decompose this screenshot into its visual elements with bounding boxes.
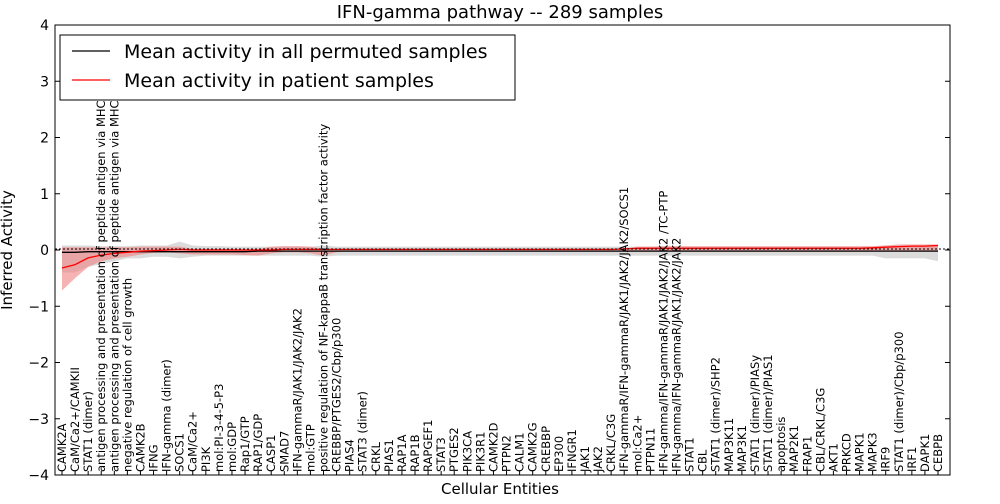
x-tick-label: AKT1 xyxy=(826,443,840,472)
plot-frame xyxy=(54,24,951,476)
x-tick-label: CAMK2D xyxy=(487,422,501,472)
x-tick-label: mol:GTP xyxy=(303,424,317,472)
x-tick-label: SMAD7 xyxy=(277,431,291,472)
x-tick-label: CASP1 xyxy=(264,435,278,472)
legend-label-permuted: Mean activity in all permuted samples xyxy=(124,41,487,63)
x-tick-label: STAT1 (dimer)/Cbp/p300 xyxy=(892,331,906,472)
x-tick-label: STAT1 (dimer) xyxy=(81,391,95,472)
x-tick-label: RAP1/GDP xyxy=(251,414,265,472)
x-tick-label: IFNG xyxy=(147,444,161,472)
x-tick-label: STAT3 (dimer) xyxy=(356,391,370,472)
legend-box xyxy=(59,34,516,101)
x-tick-label: MAPK3 xyxy=(866,432,880,472)
x-tick-label: antigen processing and presentation of p… xyxy=(107,58,121,472)
x-tick-label: DAPK1 xyxy=(918,434,932,472)
y-tick-label: 0 xyxy=(40,243,49,259)
chart-title: IFN-gamma pathway -- 289 samples xyxy=(337,2,664,23)
patient-confidence-band xyxy=(62,244,938,291)
x-tick-label: mol:Ca2+ xyxy=(630,415,644,472)
x-tick-label: FRAP1 xyxy=(800,436,814,472)
legend: Mean activity in all permuted samples Me… xyxy=(59,34,516,101)
x-tick-label: CREBBP/PTGES2/Cbp/p300 xyxy=(330,318,344,472)
x-tick-label: antigen processing and presentation of p… xyxy=(94,61,108,472)
x-tick-label: CRKL/C3G xyxy=(604,414,618,472)
x-tick-label: CaM/Ca2+/CAMKII xyxy=(68,367,82,472)
x-tick-label: CALM1 xyxy=(513,432,527,472)
x-tick-label: IRF9 xyxy=(879,447,893,472)
x-tick-label: IRF1 xyxy=(905,447,919,472)
x-tick-label: CBL xyxy=(696,449,710,472)
x-tick-label: MAP3K11 xyxy=(722,418,736,472)
x-tick-label: mol:GDP xyxy=(225,422,239,472)
x-tick-label: PTPN2 xyxy=(500,435,514,472)
x-tick-label: PI3K xyxy=(199,446,213,472)
y-tick-label: −3 xyxy=(28,412,49,428)
x-tick-label: STAT3 xyxy=(434,437,448,472)
x-tick-label: STAT1 (dimer)/SHP2 xyxy=(709,357,723,472)
x-tick-label: PIAS1 xyxy=(382,439,396,472)
x-tick-label: CREBBP xyxy=(539,426,553,472)
x-tick-label: JAK1 xyxy=(578,446,592,473)
x-tick-label: mol:PI-3-4-5-P3 xyxy=(212,384,226,472)
y-tick-label: −1 xyxy=(28,299,49,315)
x-tick-label: CRKL xyxy=(369,441,383,472)
x-tick-label: RAP1B xyxy=(408,434,422,472)
y-tick-label: 4 xyxy=(40,18,49,34)
x-tick-label: PTPN11 xyxy=(643,428,657,472)
x-tick-label: STAT1 (dimer)/PIASy xyxy=(748,355,762,472)
x-tick-label: negative regulation of cell growth xyxy=(120,278,134,472)
x-tick-label: CAMK2B xyxy=(133,423,147,472)
permuted-mean-line xyxy=(62,250,938,253)
x-tick-label: IFN-gammaR/JAK1/JAK2/JAK2 xyxy=(290,308,304,472)
x-tick-label: PIAS4 xyxy=(343,439,357,472)
x-tick-label: Rap1/GTP xyxy=(238,416,252,472)
x-tick-label: IFN-gamma/IFN-gammaR/JAK1/JAK2/JAK2 /TC-… xyxy=(656,191,670,472)
y-tick-label: 2 xyxy=(40,131,49,147)
x-tick-label: JAK2 xyxy=(591,446,605,473)
x-tick-label: MAP2K1 xyxy=(787,425,801,472)
x-tick-label: CaM/Ca2+ xyxy=(186,411,200,472)
x-tick-label: PIK3CA xyxy=(460,431,474,472)
x-tick-label: CAMK2G xyxy=(526,422,540,472)
x-tick-label: positive regulation of NF-kappaB transcr… xyxy=(317,124,331,472)
y-tick-label: −2 xyxy=(28,356,49,372)
y-tick-label: 3 xyxy=(40,74,49,90)
x-tick-label: apoptosis xyxy=(774,417,788,472)
x-tick-label: SOCS1 xyxy=(173,433,187,472)
x-tick-label: RAP1A xyxy=(395,434,409,472)
x-axis-label: Cellular Entities xyxy=(441,480,559,498)
x-tick-label: IFNGR1 xyxy=(565,429,579,472)
x-tick-label: EP300 xyxy=(552,436,566,472)
x-tick-label: RAPGEF1 xyxy=(421,420,435,472)
y-tick-label: 1 xyxy=(40,187,49,203)
legend-label-patient: Mean activity in patient samples xyxy=(124,70,434,92)
x-axis-tick-labels: CAMK2A CaM/Ca2+/CAMKII STAT1 (dimer) antige… xyxy=(55,58,945,475)
x-tick-label: IFN-gammaR/IFN-gammaR/JAK1/JAK2/JAK2/SOC… xyxy=(617,187,631,472)
x-tick-label: MAP3K1 xyxy=(735,425,749,472)
x-tick-label: PRKCD xyxy=(840,433,854,472)
plot-area xyxy=(55,241,950,291)
y-axis-ticks: 4 3 2 1 0 −1 −2 −3 −4 xyxy=(28,18,950,484)
x-tick-label: IFN-gamma/IFN-gammaR/JAK1/JAK2/JAK2 xyxy=(670,238,684,472)
x-tick-label: PTGES2 xyxy=(447,427,461,472)
x-tick-label: STAT1 (dimer)/PIAS1 xyxy=(761,354,775,472)
x-tick-label: PIK3R1 xyxy=(473,432,487,473)
x-tick-label: MAPK1 xyxy=(853,432,867,472)
x-tick-label: STAT1 xyxy=(683,437,697,472)
x-tick-label: IFN-gamma (dimer) xyxy=(160,359,174,472)
x-tick-label: CAMK2A xyxy=(55,423,69,472)
y-axis-label: Inferred Activity xyxy=(0,190,16,310)
x-tick-label: CBL/CRKL/C3G xyxy=(813,388,827,472)
y-tick-label: −4 xyxy=(28,468,49,484)
x-tick-label: CEBPB xyxy=(931,434,945,472)
